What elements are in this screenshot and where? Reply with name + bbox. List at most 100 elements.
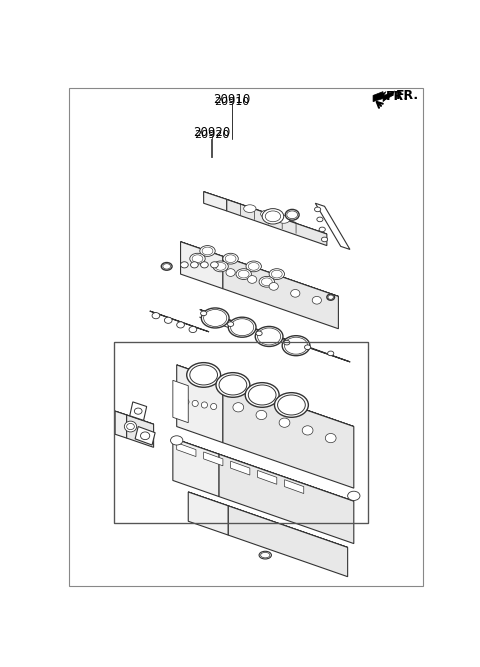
Ellipse shape <box>348 491 360 500</box>
Ellipse shape <box>163 263 170 269</box>
Ellipse shape <box>213 261 228 271</box>
Ellipse shape <box>312 296 322 304</box>
Polygon shape <box>173 380 188 423</box>
Ellipse shape <box>177 321 184 328</box>
Polygon shape <box>188 492 228 535</box>
Polygon shape <box>173 438 354 501</box>
Polygon shape <box>115 411 154 424</box>
Ellipse shape <box>259 552 271 559</box>
Ellipse shape <box>219 375 247 395</box>
Bar <box>114 342 368 523</box>
Ellipse shape <box>322 237 328 241</box>
Ellipse shape <box>191 261 198 268</box>
Polygon shape <box>227 199 327 245</box>
Polygon shape <box>130 402 147 420</box>
Polygon shape <box>180 241 223 289</box>
Ellipse shape <box>201 308 229 328</box>
Polygon shape <box>150 311 209 331</box>
Ellipse shape <box>282 336 310 356</box>
Polygon shape <box>285 480 304 494</box>
Polygon shape <box>315 203 350 249</box>
Text: FR.: FR. <box>396 89 419 102</box>
Ellipse shape <box>202 247 213 255</box>
Polygon shape <box>223 381 354 488</box>
Ellipse shape <box>279 418 290 428</box>
Ellipse shape <box>161 263 172 270</box>
Polygon shape <box>219 454 354 544</box>
Ellipse shape <box>211 261 218 268</box>
Ellipse shape <box>201 311 207 315</box>
Ellipse shape <box>261 552 270 558</box>
Text: 20910: 20910 <box>215 97 250 107</box>
Ellipse shape <box>141 432 150 440</box>
Ellipse shape <box>245 383 279 408</box>
Ellipse shape <box>287 211 298 219</box>
Ellipse shape <box>262 278 272 285</box>
Polygon shape <box>177 443 196 457</box>
Text: 20920: 20920 <box>193 126 231 139</box>
Ellipse shape <box>189 326 197 333</box>
Polygon shape <box>258 470 277 484</box>
Ellipse shape <box>269 269 285 279</box>
Polygon shape <box>373 91 392 101</box>
Ellipse shape <box>259 276 275 287</box>
Polygon shape <box>173 438 219 497</box>
Ellipse shape <box>226 269 235 276</box>
Polygon shape <box>127 415 154 448</box>
Polygon shape <box>177 365 223 443</box>
Ellipse shape <box>228 321 234 326</box>
Polygon shape <box>374 91 395 100</box>
Polygon shape <box>180 241 338 296</box>
Ellipse shape <box>187 363 221 388</box>
Polygon shape <box>177 365 354 426</box>
Ellipse shape <box>192 255 203 263</box>
Ellipse shape <box>325 434 336 443</box>
Ellipse shape <box>262 209 284 224</box>
Bar <box>114 342 368 523</box>
Ellipse shape <box>271 270 282 278</box>
Ellipse shape <box>327 294 335 300</box>
Ellipse shape <box>225 255 236 263</box>
Ellipse shape <box>127 424 134 430</box>
Ellipse shape <box>248 385 276 405</box>
Ellipse shape <box>183 399 189 405</box>
Ellipse shape <box>317 217 323 221</box>
Ellipse shape <box>328 295 334 299</box>
Ellipse shape <box>200 245 215 256</box>
Ellipse shape <box>211 404 217 410</box>
Polygon shape <box>230 461 250 475</box>
Text: 20920: 20920 <box>193 131 229 141</box>
Ellipse shape <box>302 426 313 435</box>
Ellipse shape <box>152 313 160 319</box>
Ellipse shape <box>261 210 273 218</box>
Ellipse shape <box>223 253 238 264</box>
Ellipse shape <box>275 393 308 418</box>
Ellipse shape <box>228 317 256 338</box>
Ellipse shape <box>277 215 290 223</box>
Ellipse shape <box>190 365 217 385</box>
Ellipse shape <box>190 253 205 264</box>
Ellipse shape <box>216 373 250 398</box>
Ellipse shape <box>269 283 278 290</box>
Ellipse shape <box>204 309 227 326</box>
Ellipse shape <box>314 207 321 211</box>
Polygon shape <box>204 191 227 211</box>
Ellipse shape <box>236 269 252 279</box>
Polygon shape <box>204 191 327 234</box>
Ellipse shape <box>201 261 208 268</box>
Polygon shape <box>188 492 348 548</box>
Polygon shape <box>204 452 223 466</box>
Ellipse shape <box>238 270 249 278</box>
Ellipse shape <box>233 403 244 412</box>
Polygon shape <box>200 309 350 362</box>
Ellipse shape <box>328 351 334 356</box>
Ellipse shape <box>256 331 262 336</box>
Ellipse shape <box>248 263 259 270</box>
Ellipse shape <box>319 227 325 231</box>
Text: FR.: FR. <box>386 91 409 103</box>
Text: 20910: 20910 <box>214 93 251 106</box>
Ellipse shape <box>304 345 311 350</box>
Ellipse shape <box>244 205 256 213</box>
Ellipse shape <box>192 400 198 406</box>
Ellipse shape <box>285 338 308 354</box>
